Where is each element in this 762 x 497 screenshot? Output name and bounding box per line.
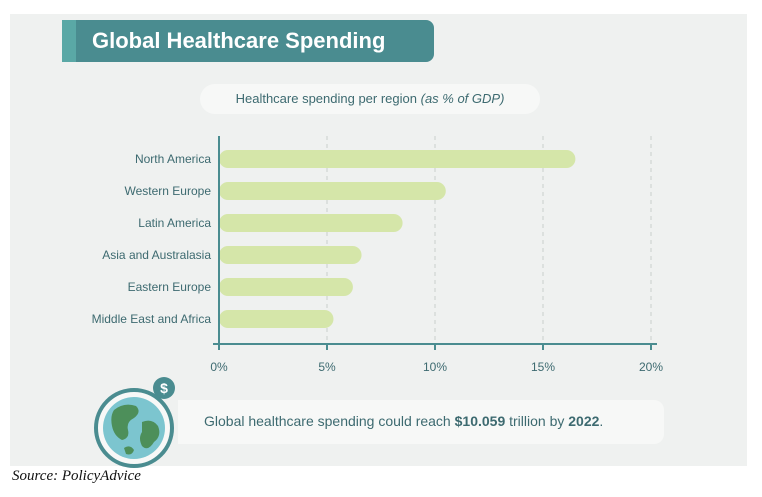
bar [219, 246, 362, 264]
globe-icon: $ [94, 377, 175, 468]
category-label: Middle East and Africa [92, 312, 212, 326]
tick-labels: 0% 5% 10% 15% 20% [210, 360, 663, 374]
chart-subtitle-main: Healthcare spending per region [235, 91, 421, 106]
bar [219, 310, 334, 328]
title-accent-stripe [62, 20, 76, 62]
x-tick-label: 15% [531, 360, 555, 374]
bars [219, 150, 576, 328]
chart-subtitle-unit: (as % of GDP) [420, 91, 505, 106]
category-labels: North America Western Europe Latin America… [92, 152, 212, 326]
callout-year: 2022 [568, 413, 600, 429]
callout-middle: trillion by [505, 413, 569, 429]
bar [219, 182, 446, 200]
x-tick-label: 0% [210, 360, 228, 374]
source-caption: Source: PolicyAdvice [12, 468, 141, 484]
callout-suffix: . [599, 413, 604, 429]
bar-chart: North America Western Europe Latin America… [92, 136, 663, 374]
bar [219, 150, 576, 168]
gridlines [326, 136, 652, 344]
x-tick-label: 10% [423, 360, 447, 374]
category-label: Latin America [138, 216, 211, 230]
dollar-coin-icon [153, 377, 175, 399]
chart-subtitle: Healthcare spending per region (as % of … [200, 84, 540, 114]
page-title: Global Healthcare Spending [92, 28, 386, 53]
spending-callout: Global healthcare spending could reach $… [178, 400, 664, 444]
callout-text: Global healthcare spending could reach $… [204, 413, 603, 429]
x-tick-label: 5% [318, 360, 336, 374]
x-tick-label: 20% [639, 360, 663, 374]
category-label: Asia and Australasia [102, 248, 211, 262]
callout-prefix: Global healthcare spending could reach [204, 413, 455, 429]
title-banner: Global Healthcare Spending [62, 20, 434, 62]
bar [219, 214, 403, 232]
category-label: Western Europe [125, 184, 212, 198]
axes [213, 136, 657, 350]
dollar-symbol: $ [160, 380, 168, 396]
callout-amount: $10.059 [454, 413, 506, 429]
category-label: Eastern Europe [128, 280, 212, 294]
bar [219, 278, 353, 296]
category-label: North America [135, 152, 211, 166]
